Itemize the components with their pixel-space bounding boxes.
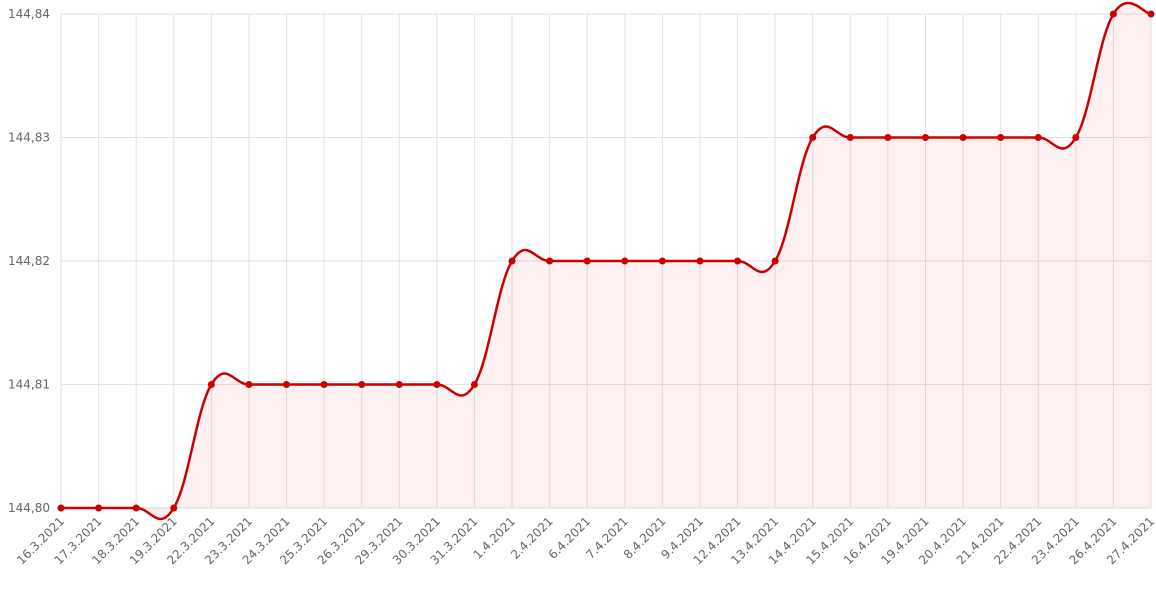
point — [57, 504, 65, 512]
point — [959, 134, 967, 141]
point — [433, 381, 441, 388]
point — [170, 504, 178, 512]
point — [734, 257, 742, 265]
point — [546, 257, 554, 265]
point — [1109, 10, 1117, 18]
point — [1147, 10, 1155, 18]
y-tick-label: 144,83 — [8, 131, 50, 145]
point — [846, 134, 854, 141]
point — [1072, 134, 1080, 141]
point — [395, 381, 403, 388]
point — [921, 134, 929, 141]
y-tick-label: 144,82 — [8, 254, 50, 268]
point — [884, 134, 892, 141]
y-tick-label: 144,80 — [8, 501, 50, 515]
line — [61, 1, 1152, 521]
point — [1034, 134, 1042, 141]
point — [621, 257, 629, 265]
point — [809, 134, 817, 141]
point — [207, 381, 215, 388]
point — [508, 257, 516, 265]
point — [997, 134, 1005, 141]
point — [320, 381, 328, 388]
point — [583, 257, 591, 265]
point — [95, 504, 103, 512]
point — [283, 381, 291, 388]
point — [470, 381, 478, 388]
point — [358, 381, 366, 388]
point — [245, 381, 253, 388]
point — [658, 257, 666, 265]
point — [132, 504, 140, 512]
y-tick-label: 144,84 — [8, 7, 50, 21]
y-tick-label: 144,81 — [8, 378, 50, 392]
point — [696, 257, 704, 265]
point — [771, 257, 779, 265]
